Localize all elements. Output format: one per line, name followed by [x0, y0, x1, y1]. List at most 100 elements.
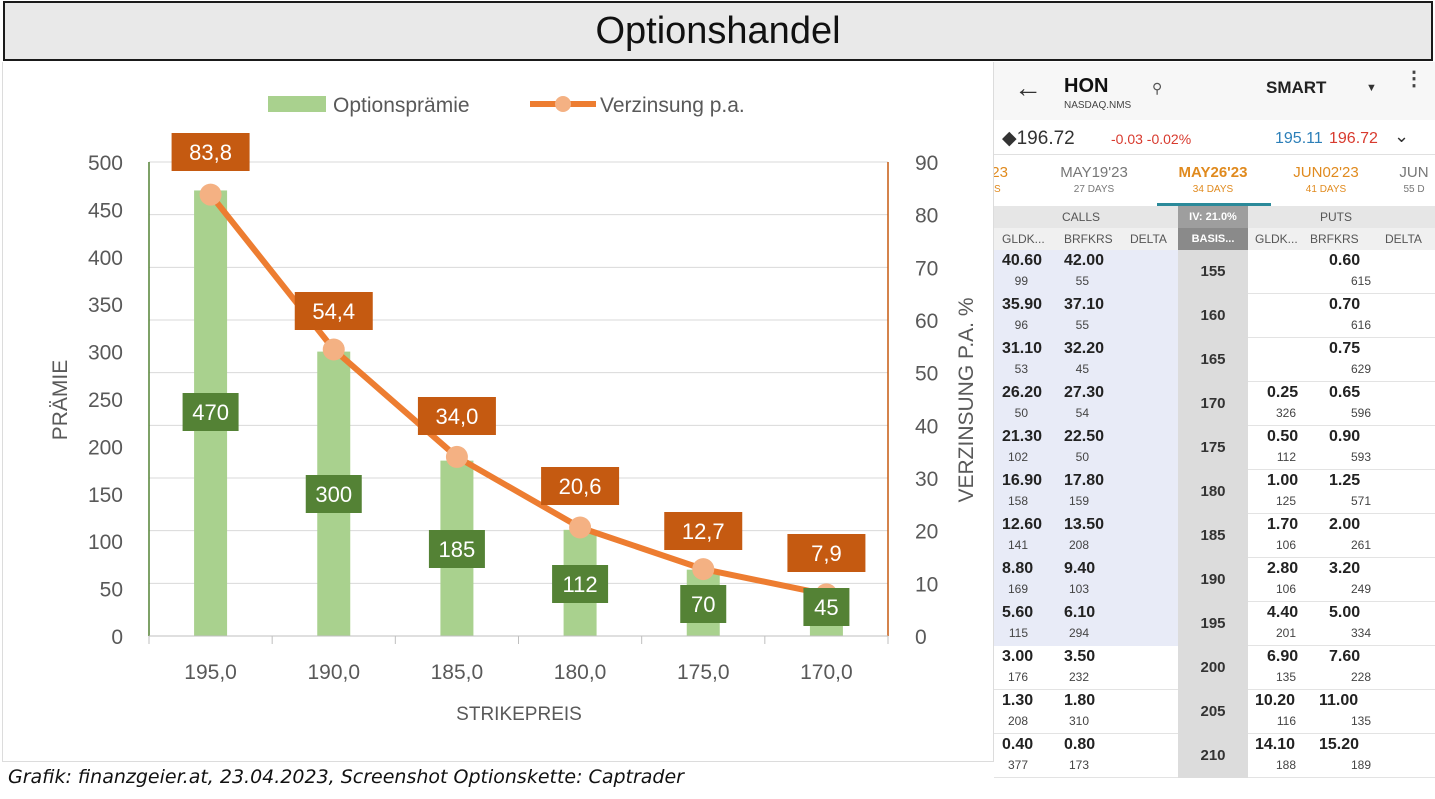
col-header-put-bid[interactable]: GLDK... [1255, 232, 1298, 246]
quote-row: ◆196.72 -0.03 -0.02% 195.11 196.72 ⌄ [994, 120, 1435, 155]
call-bid-price[interactable]: 16.90 [1002, 472, 1043, 489]
strike-cell-bg [1178, 338, 1248, 382]
expiry-tab[interactable]: JUN 55 D [1384, 164, 1435, 195]
call-bid-price[interactable]: 3.00 [1002, 648, 1034, 665]
call-bid-price[interactable]: 12.60 [1002, 516, 1043, 533]
put-bid-price[interactable]: 10.20 [1255, 692, 1296, 709]
strike-price[interactable]: 210 [1200, 747, 1226, 764]
call-ask-price[interactable]: 32.20 [1064, 340, 1105, 357]
option-chain-row[interactable]: 16.90 158 17.80 159 180 1.00 125 1.25 571 [994, 470, 1435, 514]
put-bid-price[interactable]: 6.90 [1267, 648, 1299, 665]
call-ask-price[interactable]: 37.10 [1064, 296, 1105, 313]
chain-header: ← HON NASDAQ.NMS ⚲ SMART ▼ ⋮ [994, 62, 1435, 120]
strike-price[interactable]: 205 [1200, 703, 1226, 720]
option-chain-row[interactable]: 26.20 50 27.30 54 170 0.25 326 0.65 596 [994, 382, 1435, 426]
call-bid-price[interactable]: 26.20 [1002, 384, 1043, 401]
option-chain-row[interactable]: 5.60 115 6.10 294 195 4.40 201 5.00 334 [994, 602, 1435, 646]
call-ask-price[interactable]: 13.50 [1064, 516, 1105, 533]
put-ask-price[interactable]: 0.60 [1329, 252, 1361, 269]
call-bid-price[interactable]: 31.10 [1002, 340, 1043, 357]
strike-price[interactable]: 175 [1200, 439, 1226, 456]
search-icon[interactable]: ⚲ [1152, 80, 1163, 96]
option-chain-row[interactable]: 3.00 176 3.50 232 200 6.90 135 7.60 228 [994, 646, 1435, 690]
call-bid-size: 102 [1007, 450, 1028, 464]
expiry-tab[interactable]: MAY26'23 34 DAYS [1156, 164, 1270, 195]
strike-price[interactable]: 180 [1200, 483, 1226, 500]
call-bid-price[interactable]: 0.40 [1002, 736, 1034, 753]
call-ask-price[interactable]: 1.80 [1064, 692, 1096, 709]
call-bid-price[interactable]: 5.60 [1002, 604, 1034, 621]
bar-data-label: 470 [192, 400, 229, 425]
put-ask-price[interactable]: 0.75 [1329, 340, 1361, 357]
put-bid-price[interactable]: 0.25 [1267, 384, 1299, 401]
call-bid-size: 115 [1008, 626, 1028, 640]
more-vertical-icon[interactable]: ⋮ [1404, 68, 1424, 90]
call-ask-price[interactable]: 27.30 [1064, 384, 1105, 401]
expiry-date: 2'23 [994, 164, 1008, 181]
strike-price[interactable]: 195 [1200, 615, 1226, 632]
call-ask-price[interactable]: 3.50 [1064, 648, 1096, 665]
put-bid-price[interactable]: 2.80 [1267, 560, 1299, 577]
option-chain-row[interactable]: 0.40 377 0.80 173 210 14.10 188 15.20 189 [994, 734, 1435, 778]
strike-price[interactable]: 200 [1200, 659, 1226, 676]
col-header-put-delta[interactable]: DELTA [1385, 232, 1422, 246]
put-ask-price[interactable]: 1.25 [1329, 472, 1361, 489]
call-bid-price[interactable]: 21.30 [1002, 428, 1043, 445]
option-chain-row[interactable]: 21.30 102 22.50 50 175 0.50 112 0.90 593 [994, 426, 1435, 470]
put-ask-price[interactable]: 2.00 [1329, 516, 1361, 533]
call-bid-price[interactable]: 8.80 [1002, 560, 1034, 577]
col-header-call-ask[interactable]: BRFKRS [1064, 232, 1113, 246]
option-chain-row[interactable]: 40.60 99 42.00 55 155 0.60 615 [994, 250, 1435, 294]
routing-selector[interactable]: SMART [1266, 78, 1327, 97]
col-header-call-delta[interactable]: DELTA [1130, 232, 1167, 246]
strike-price[interactable]: 165 [1200, 351, 1226, 368]
call-bid-price[interactable]: 40.60 [1002, 252, 1043, 269]
strike-price[interactable]: 170 [1200, 395, 1226, 412]
call-ask-price[interactable]: 0.80 [1064, 736, 1096, 753]
put-ask-price[interactable]: 3.20 [1329, 560, 1361, 577]
call-ask-price[interactable]: 42.00 [1064, 252, 1105, 269]
put-ask-price[interactable]: 15.20 [1319, 736, 1360, 753]
put-ask-price[interactable]: 11.00 [1319, 692, 1359, 709]
put-bid-size: 188 [1275, 758, 1296, 772]
option-chain-row[interactable]: 31.10 53 32.20 45 165 0.75 629 [994, 338, 1435, 382]
call-ask-price[interactable]: 22.50 [1064, 428, 1105, 445]
strike-price[interactable]: 185 [1200, 527, 1226, 544]
put-ask-price[interactable]: 5.00 [1329, 604, 1361, 621]
call-bid-price[interactable]: 35.90 [1002, 296, 1043, 313]
option-chain-row[interactable]: 8.80 169 9.40 103 190 2.80 106 3.20 249 [994, 558, 1435, 602]
put-bid-price[interactable]: 14.10 [1255, 736, 1296, 753]
option-chain-row[interactable]: 35.90 96 37.10 55 160 0.70 616 [994, 294, 1435, 338]
put-ask-price[interactable]: 7.60 [1329, 648, 1361, 665]
put-ask-price[interactable]: 0.65 [1329, 384, 1361, 401]
put-bid-price[interactable]: 0.50 [1267, 428, 1299, 445]
call-ask-price[interactable]: 9.40 [1064, 560, 1096, 577]
call-ask-size: 159 [1068, 494, 1089, 508]
option-chain-row[interactable]: 12.60 141 13.50 208 185 1.70 106 2.00 261 [994, 514, 1435, 558]
put-ask-price[interactable]: 0.90 [1329, 428, 1361, 445]
expand-chevron-icon[interactable]: ⌄ [1394, 126, 1410, 146]
call-bid-price[interactable]: 1.30 [1002, 692, 1034, 709]
chevron-down-icon[interactable]: ▼ [1366, 82, 1377, 94]
put-bid-price[interactable]: 1.70 [1267, 516, 1299, 533]
col-header-call-bid[interactable]: GLDK... [1002, 232, 1045, 246]
line-marker [569, 516, 592, 539]
expiry-tab[interactable]: 2'23 YS [994, 164, 1024, 195]
line-data-label: 20,6 [559, 474, 602, 499]
y2-tick-label: 30 [915, 468, 938, 491]
call-ask-price[interactable]: 6.10 [1064, 604, 1096, 621]
option-chain-row[interactable]: 1.30 208 1.80 310 205 10.20 116 11.00 135 [994, 690, 1435, 734]
strike-price[interactable]: 160 [1200, 307, 1226, 324]
strike-price[interactable]: 190 [1200, 571, 1226, 588]
strike-price[interactable]: 155 [1200, 263, 1226, 280]
put-ask-price[interactable]: 0.70 [1329, 296, 1361, 313]
expiry-tab[interactable]: MAY19'23 27 DAYS [1044, 164, 1144, 195]
col-header-put-ask[interactable]: BRFKRS [1310, 232, 1359, 246]
expiry-tab[interactable]: JUN02'23 41 DAYS [1276, 164, 1376, 195]
col-header-strike[interactable]: BASIS... [1178, 228, 1248, 250]
arrow-left-icon[interactable]: ← [1014, 72, 1042, 103]
put-bid-price[interactable]: 1.00 [1267, 472, 1299, 489]
put-ask-size: 615 [1350, 274, 1371, 288]
put-bid-price[interactable]: 4.40 [1267, 604, 1299, 621]
call-ask-price[interactable]: 17.80 [1064, 472, 1105, 489]
